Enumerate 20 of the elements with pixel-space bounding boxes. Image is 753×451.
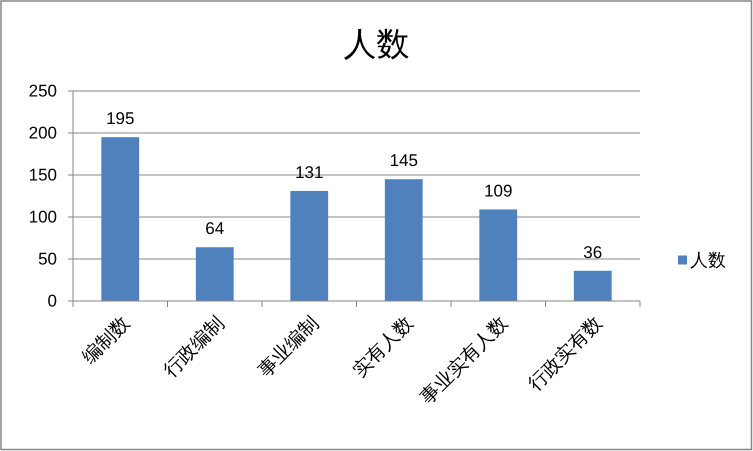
y-tick-label: 50 <box>38 250 57 268</box>
x-tick-label: 事业实有人数 <box>416 312 512 408</box>
y-tick-label: 200 <box>28 124 57 142</box>
data-label: 36 <box>583 242 602 262</box>
x-tick-label: 行政编制 <box>159 312 229 382</box>
y-tick-label: 250 <box>28 82 57 100</box>
data-label: 195 <box>106 109 134 128</box>
y-tick-label: 100 <box>28 208 57 226</box>
y-tick-label: 150 <box>28 166 57 184</box>
x-tick-label: 实有人数 <box>348 312 418 382</box>
title: 人数 <box>344 24 410 63</box>
y-tick-label: 0 <box>48 292 57 310</box>
data-label: 109 <box>484 181 512 200</box>
x-tick-label: 事业编制 <box>254 312 324 382</box>
legend-label: 人数 <box>690 250 726 271</box>
data-label: 64 <box>205 219 224 238</box>
data-label: 131 <box>295 162 324 182</box>
x-tick-label: 行政实有数 <box>524 312 607 395</box>
x-tick-label: 编制数 <box>78 312 134 368</box>
data-label: 145 <box>390 151 418 170</box>
